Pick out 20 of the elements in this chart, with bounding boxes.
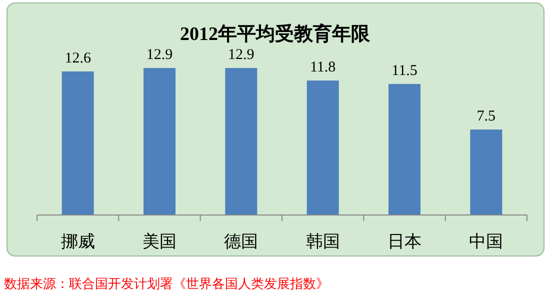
bar bbox=[62, 71, 94, 215]
data-label: 11.8 bbox=[310, 60, 336, 76]
source-note: 数据来源：联合国开发计划署《世界各国人类发展指数》 bbox=[4, 277, 329, 292]
data-label: 12.9 bbox=[228, 47, 254, 63]
chart-title: 2012年平均受教育年限 bbox=[180, 23, 371, 45]
x-tick-label: 挪威 bbox=[60, 232, 95, 252]
x-tick-label: 日本 bbox=[388, 232, 422, 252]
x-tick-label: 韩国 bbox=[306, 232, 340, 252]
x-tick-label: 德国 bbox=[224, 232, 258, 252]
data-label: 12.6 bbox=[64, 50, 92, 66]
bar bbox=[388, 84, 420, 215]
x-tick-label: 中国 bbox=[469, 232, 504, 252]
data-label: 12.9 bbox=[146, 47, 173, 63]
bar bbox=[225, 68, 258, 215]
bar bbox=[470, 130, 502, 215]
bar bbox=[144, 68, 176, 215]
data-label: 7.5 bbox=[476, 108, 496, 125]
data-label: 11.5 bbox=[392, 62, 418, 79]
bar bbox=[306, 80, 339, 215]
x-tick-label: 美国 bbox=[142, 232, 176, 252]
